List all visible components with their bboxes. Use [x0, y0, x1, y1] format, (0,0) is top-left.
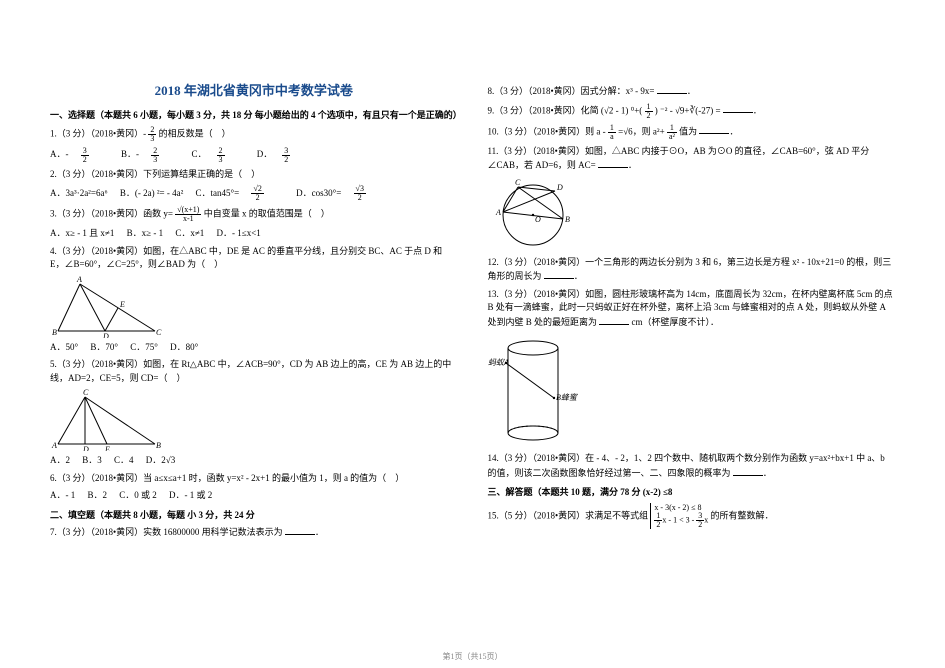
- q3-optB: B．x≥ - 1: [127, 228, 163, 238]
- blank: [733, 466, 763, 476]
- svg-text:C: C: [156, 328, 162, 337]
- question-11: 11.（3 分）（2018•黄冈）如图，△ABC 内接于⊙O，AB 为⊙O 的直…: [488, 145, 896, 173]
- blank: [599, 315, 629, 325]
- svg-text:B: B: [156, 441, 161, 450]
- q1-options: A．- 32 B．- 23 C．23 D．32: [50, 147, 458, 164]
- svg-text:C: C: [515, 178, 521, 187]
- question-3: 3.（3 分）（2018•黄冈）函数 y= √(x+1)x-1 中自变量 x 的…: [50, 206, 458, 223]
- question-10: 10.（3 分）（2018•黄冈）则 a - 1a =√6，则 a²+ 1a² …: [488, 124, 896, 141]
- q4-options: A．50° B．70° C．75° D．80°: [50, 341, 458, 355]
- svg-text:B蜂蜜: B蜂蜜: [556, 393, 578, 402]
- svg-text:A: A: [76, 276, 82, 284]
- q1-optA: A．- 32: [50, 149, 109, 159]
- question-4: 4.（3 分）（2018•黄冈）如图，在△ABC 中，DE 是 AC 的垂直平分…: [50, 245, 458, 272]
- question-8: 8.（3 分）（2018•黄冈）因式分解：x³ - 9x= ．: [488, 84, 896, 99]
- svg-text:C: C: [83, 389, 89, 397]
- q6-optA: A．- 1: [50, 490, 75, 500]
- question-13: 13.（3 分）（2018•黄冈）如图，圆柱形玻璃杯高为 14cm，底面周长为 …: [488, 288, 896, 330]
- section3-header: 三、解答题（本题共 10 题，满分 78 分 (x-2) ≤8: [488, 486, 896, 499]
- q4-optC: C．75°: [130, 342, 158, 352]
- q5-optD: D．2√3: [146, 455, 175, 465]
- figure-13: 蚂蚁A B蜂蜜: [488, 333, 578, 448]
- svg-text:E: E: [119, 300, 125, 309]
- question-7: 7.（3 分）（2018•黄冈）实数 16800000 用科学记数法表示为 ．: [50, 525, 458, 540]
- q3-frac: √(x+1)x-1: [175, 206, 201, 223]
- svg-text:B: B: [52, 328, 57, 337]
- question-12: 12.（3 分）（2018•黄冈）一个三角形的两边长分别为 3 和 6，第三边长…: [488, 256, 896, 284]
- question-6: 6.（3 分）（2018•黄冈）当 a≤x≤a+1 时，函数 y=x² - 2x…: [50, 472, 458, 486]
- question-15: 15.（5 分）（2018•黄冈）求满足不等式组 x - 3(x - 2) ≤ …: [488, 503, 896, 530]
- question-1: 1.（3 分）（2018•黄冈）- 23 的相反数是（ ）: [50, 126, 458, 143]
- svg-text:D: D: [102, 332, 109, 338]
- q3-optD: D．- 1≤x<1: [217, 228, 261, 238]
- svg-text:O: O: [535, 215, 541, 224]
- section2-header: 二、填空题（本题共 8 小题，每题 小 3 分，共 24 分: [50, 509, 458, 522]
- svg-text:B: B: [565, 215, 570, 224]
- svg-text:E: E: [104, 445, 110, 451]
- question-14: 14.（3 分）（2018•黄冈）在 - 4、- 2，1、2 四个数中、随机取两…: [488, 452, 896, 480]
- blank: [285, 525, 315, 535]
- page: 2018 年湖北省黄冈市中考数学试卷 一、选择题（本题共 6 小题，每小题 3 …: [0, 0, 945, 564]
- svg-text:A: A: [51, 441, 57, 450]
- q6-optD: D．- 1 或 2: [169, 490, 212, 500]
- q4-optB: B．70°: [90, 342, 118, 352]
- blank: [598, 158, 628, 168]
- q2-optB: B．(- 2a) ²= - 4a²: [120, 188, 183, 198]
- q2-optC: C．tan45°= √22: [196, 188, 284, 198]
- figure-11: A B C D O: [488, 177, 578, 252]
- q1-optD: D．32: [257, 149, 311, 159]
- q6-options: A．- 1 B．2 C．0 或 2 D．- 1 或 2: [50, 489, 458, 503]
- q2-options: A．3a³·2a²=6a⁶ B．(- 2a) ²= - 4a² C．tan45°…: [50, 185, 458, 202]
- q1-optC: C．23: [192, 149, 245, 159]
- q6-optC: C．0 或 2: [119, 490, 157, 500]
- q2-optA: A．3a³·2a²=6a⁶: [50, 188, 108, 198]
- figure-5: A B C D E: [50, 389, 165, 451]
- q3-optC: C．x≠1: [175, 228, 204, 238]
- left-column: 2018 年湖北省黄冈市中考数学试卷 一、选择题（本题共 6 小题，每小题 3 …: [50, 80, 458, 544]
- q3-options: A．x≥ - 1 且 x≠1 B．x≥ - 1 C．x≠1 D．- 1≤x<1: [50, 227, 458, 241]
- q4-optD: D．80°: [170, 342, 198, 352]
- blank: [544, 269, 574, 279]
- q4-optA: A．50°: [50, 342, 78, 352]
- q3-optA: A．x≥ - 1 且 x≠1: [50, 228, 114, 238]
- svg-text:D: D: [556, 183, 563, 192]
- q5-optA: A．2: [50, 455, 70, 465]
- blank: [699, 124, 729, 134]
- question-9: 9.（3 分）（2018•黄冈）化简 (√2 - 1) ⁰+( 12 ) ⁻² …: [488, 103, 896, 120]
- question-2: 2.（3 分）（2018•黄冈）下列运算结果正确的是（ ）: [50, 168, 458, 182]
- q5-optB: B．3: [82, 455, 102, 465]
- blank: [657, 84, 687, 94]
- q5-optC: C．4: [114, 455, 134, 465]
- exam-title: 2018 年湖北省黄冈市中考数学试卷: [50, 80, 458, 99]
- page-footer: 第1页（共15页）: [0, 651, 945, 662]
- q15-system: x - 3(x - 2) ≤ 8 12x - 1 < 3 - 32x: [650, 503, 708, 530]
- q2-optD: D．cos30°= √32: [296, 188, 386, 198]
- svg-text:A: A: [495, 208, 501, 217]
- svg-text:蚂蚁A: 蚂蚁A: [488, 358, 509, 367]
- q1-text: 1.（3 分）（2018•黄冈）-: [50, 128, 148, 138]
- q5-options: A．2 B．3 C．4 D．2√3: [50, 454, 458, 468]
- q6-optB: B．2: [88, 490, 108, 500]
- figure-4: A B C D E: [50, 276, 170, 338]
- q1-tail: 的相反数是（ ）: [159, 128, 231, 138]
- q1-frac: 23: [148, 126, 156, 143]
- section1-header: 一、选择题（本题共 6 小题，每小题 3 分，共 18 分 每小题给出的 4 个…: [50, 109, 458, 122]
- question-5: 5.（3 分）（2018•黄冈）如图，在 Rt△ABC 中，∠ACB=90°，C…: [50, 358, 458, 385]
- svg-text:D: D: [82, 445, 89, 451]
- blank: [723, 103, 753, 113]
- right-column: 8.（3 分）（2018•黄冈）因式分解：x³ - 9x= ． 9.（3 分）（…: [488, 80, 896, 544]
- q1-optB: B．- 23: [121, 149, 179, 159]
